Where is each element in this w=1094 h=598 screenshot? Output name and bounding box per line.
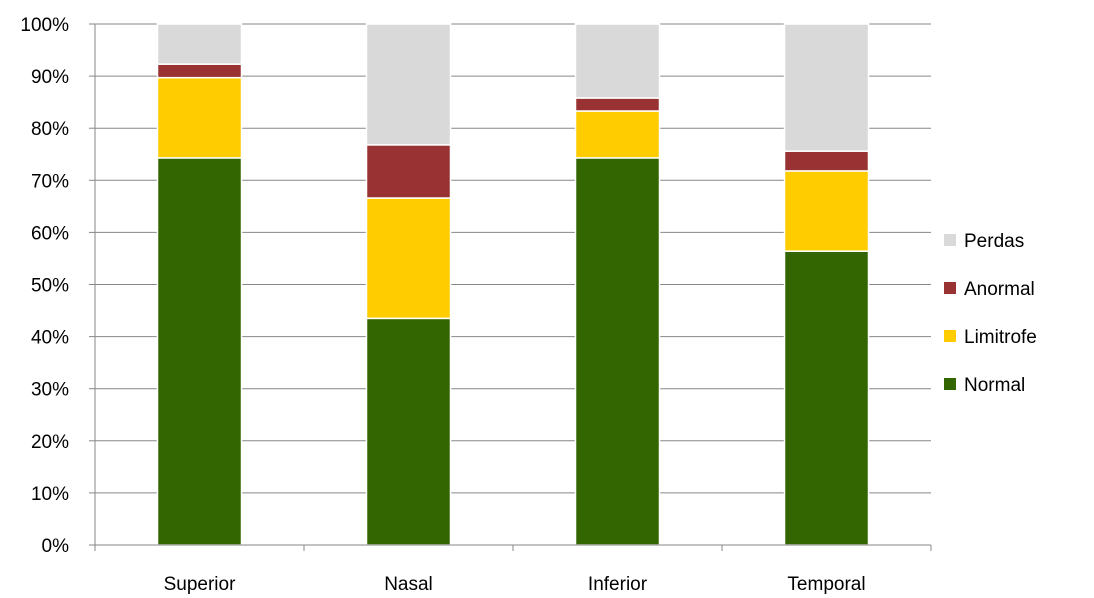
legend-swatch-anormal [944,282,956,294]
legend-swatch-normal [944,378,956,390]
legend-swatch-perdas [944,234,956,246]
bar-segment-anormal [783,150,870,172]
x-tick-label: Temporal [787,574,865,595]
bar-segment-normal [574,157,661,546]
y-tick-label: 0% [42,536,70,557]
bar-segment-perdas [365,23,452,146]
bar-segment-normal [365,317,452,546]
bar-segment-anormal [156,63,243,79]
bar-segment-perdas [574,23,661,99]
legend-label-anormal: Anormal [964,279,1035,300]
bar-segment-limitrofe [783,170,870,252]
y-tick-label: 50% [31,276,69,297]
bar-segment-perdas [783,23,870,152]
y-tick-label: 30% [31,380,69,401]
bar-segment-perdas [156,23,243,65]
bar-segment-anormal [574,97,661,112]
x-tick-label: Superior [164,574,236,595]
y-tick-label: 20% [31,432,69,453]
y-tick-label: 70% [31,171,69,192]
bar-segment-limitrofe [574,110,661,159]
legend-label-limitrofe: Limitrofe [964,327,1037,348]
legend: Perdas Anormal Limitrofe Normal [944,231,1037,396]
y-axis-ticks: 0% 10% 20% 30% 40% 50% 60% 70% 80% 90% 100% [20,15,69,557]
bar-segment-limitrofe [156,76,243,159]
bar-segment-normal [156,157,243,546]
bar-segment-anormal [365,144,452,199]
x-tick-label: Nasal [384,574,433,595]
axes [89,23,932,551]
y-tick-label: 90% [31,67,69,88]
x-axis-ticks: Superior Nasal Inferior Temporal [164,574,866,595]
x-tick-label: Inferior [588,574,648,595]
y-tick-label: 80% [31,119,69,140]
y-tick-label: 100% [20,15,69,36]
legend-label-perdas: Perdas [964,231,1024,252]
legend-label-normal: Normal [964,375,1025,396]
y-tick-label: 10% [31,484,69,505]
y-tick-label: 40% [31,328,69,349]
legend-swatch-limitrofe [944,330,956,342]
bar-segment-normal [783,250,870,546]
bar-segment-limitrofe [365,197,452,320]
bars [156,23,870,546]
y-tick-label: 60% [31,223,69,244]
